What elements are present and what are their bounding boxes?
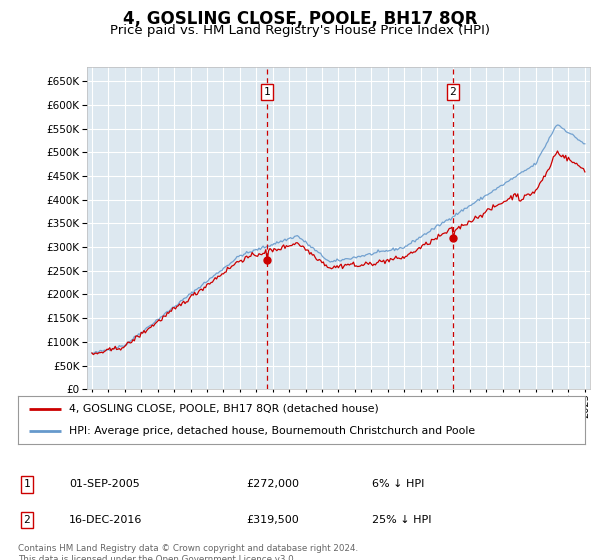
Text: 6% ↓ HPI: 6% ↓ HPI: [372, 479, 424, 489]
Text: 16-DEC-2016: 16-DEC-2016: [69, 515, 142, 525]
Text: 1: 1: [23, 479, 31, 489]
Text: 4, GOSLING CLOSE, POOLE, BH17 8QR: 4, GOSLING CLOSE, POOLE, BH17 8QR: [123, 10, 477, 28]
Text: £272,000: £272,000: [246, 479, 299, 489]
Text: Contains HM Land Registry data © Crown copyright and database right 2024.
This d: Contains HM Land Registry data © Crown c…: [18, 544, 358, 560]
Text: 4, GOSLING CLOSE, POOLE, BH17 8QR (detached house): 4, GOSLING CLOSE, POOLE, BH17 8QR (detac…: [69, 404, 379, 414]
Text: 2: 2: [23, 515, 31, 525]
Text: 1: 1: [264, 87, 271, 97]
Text: Price paid vs. HM Land Registry's House Price Index (HPI): Price paid vs. HM Land Registry's House …: [110, 24, 490, 36]
Text: 2: 2: [449, 87, 456, 97]
Text: 25% ↓ HPI: 25% ↓ HPI: [372, 515, 431, 525]
Text: £319,500: £319,500: [246, 515, 299, 525]
Text: HPI: Average price, detached house, Bournemouth Christchurch and Poole: HPI: Average price, detached house, Bour…: [69, 426, 475, 436]
Text: 01-SEP-2005: 01-SEP-2005: [69, 479, 140, 489]
